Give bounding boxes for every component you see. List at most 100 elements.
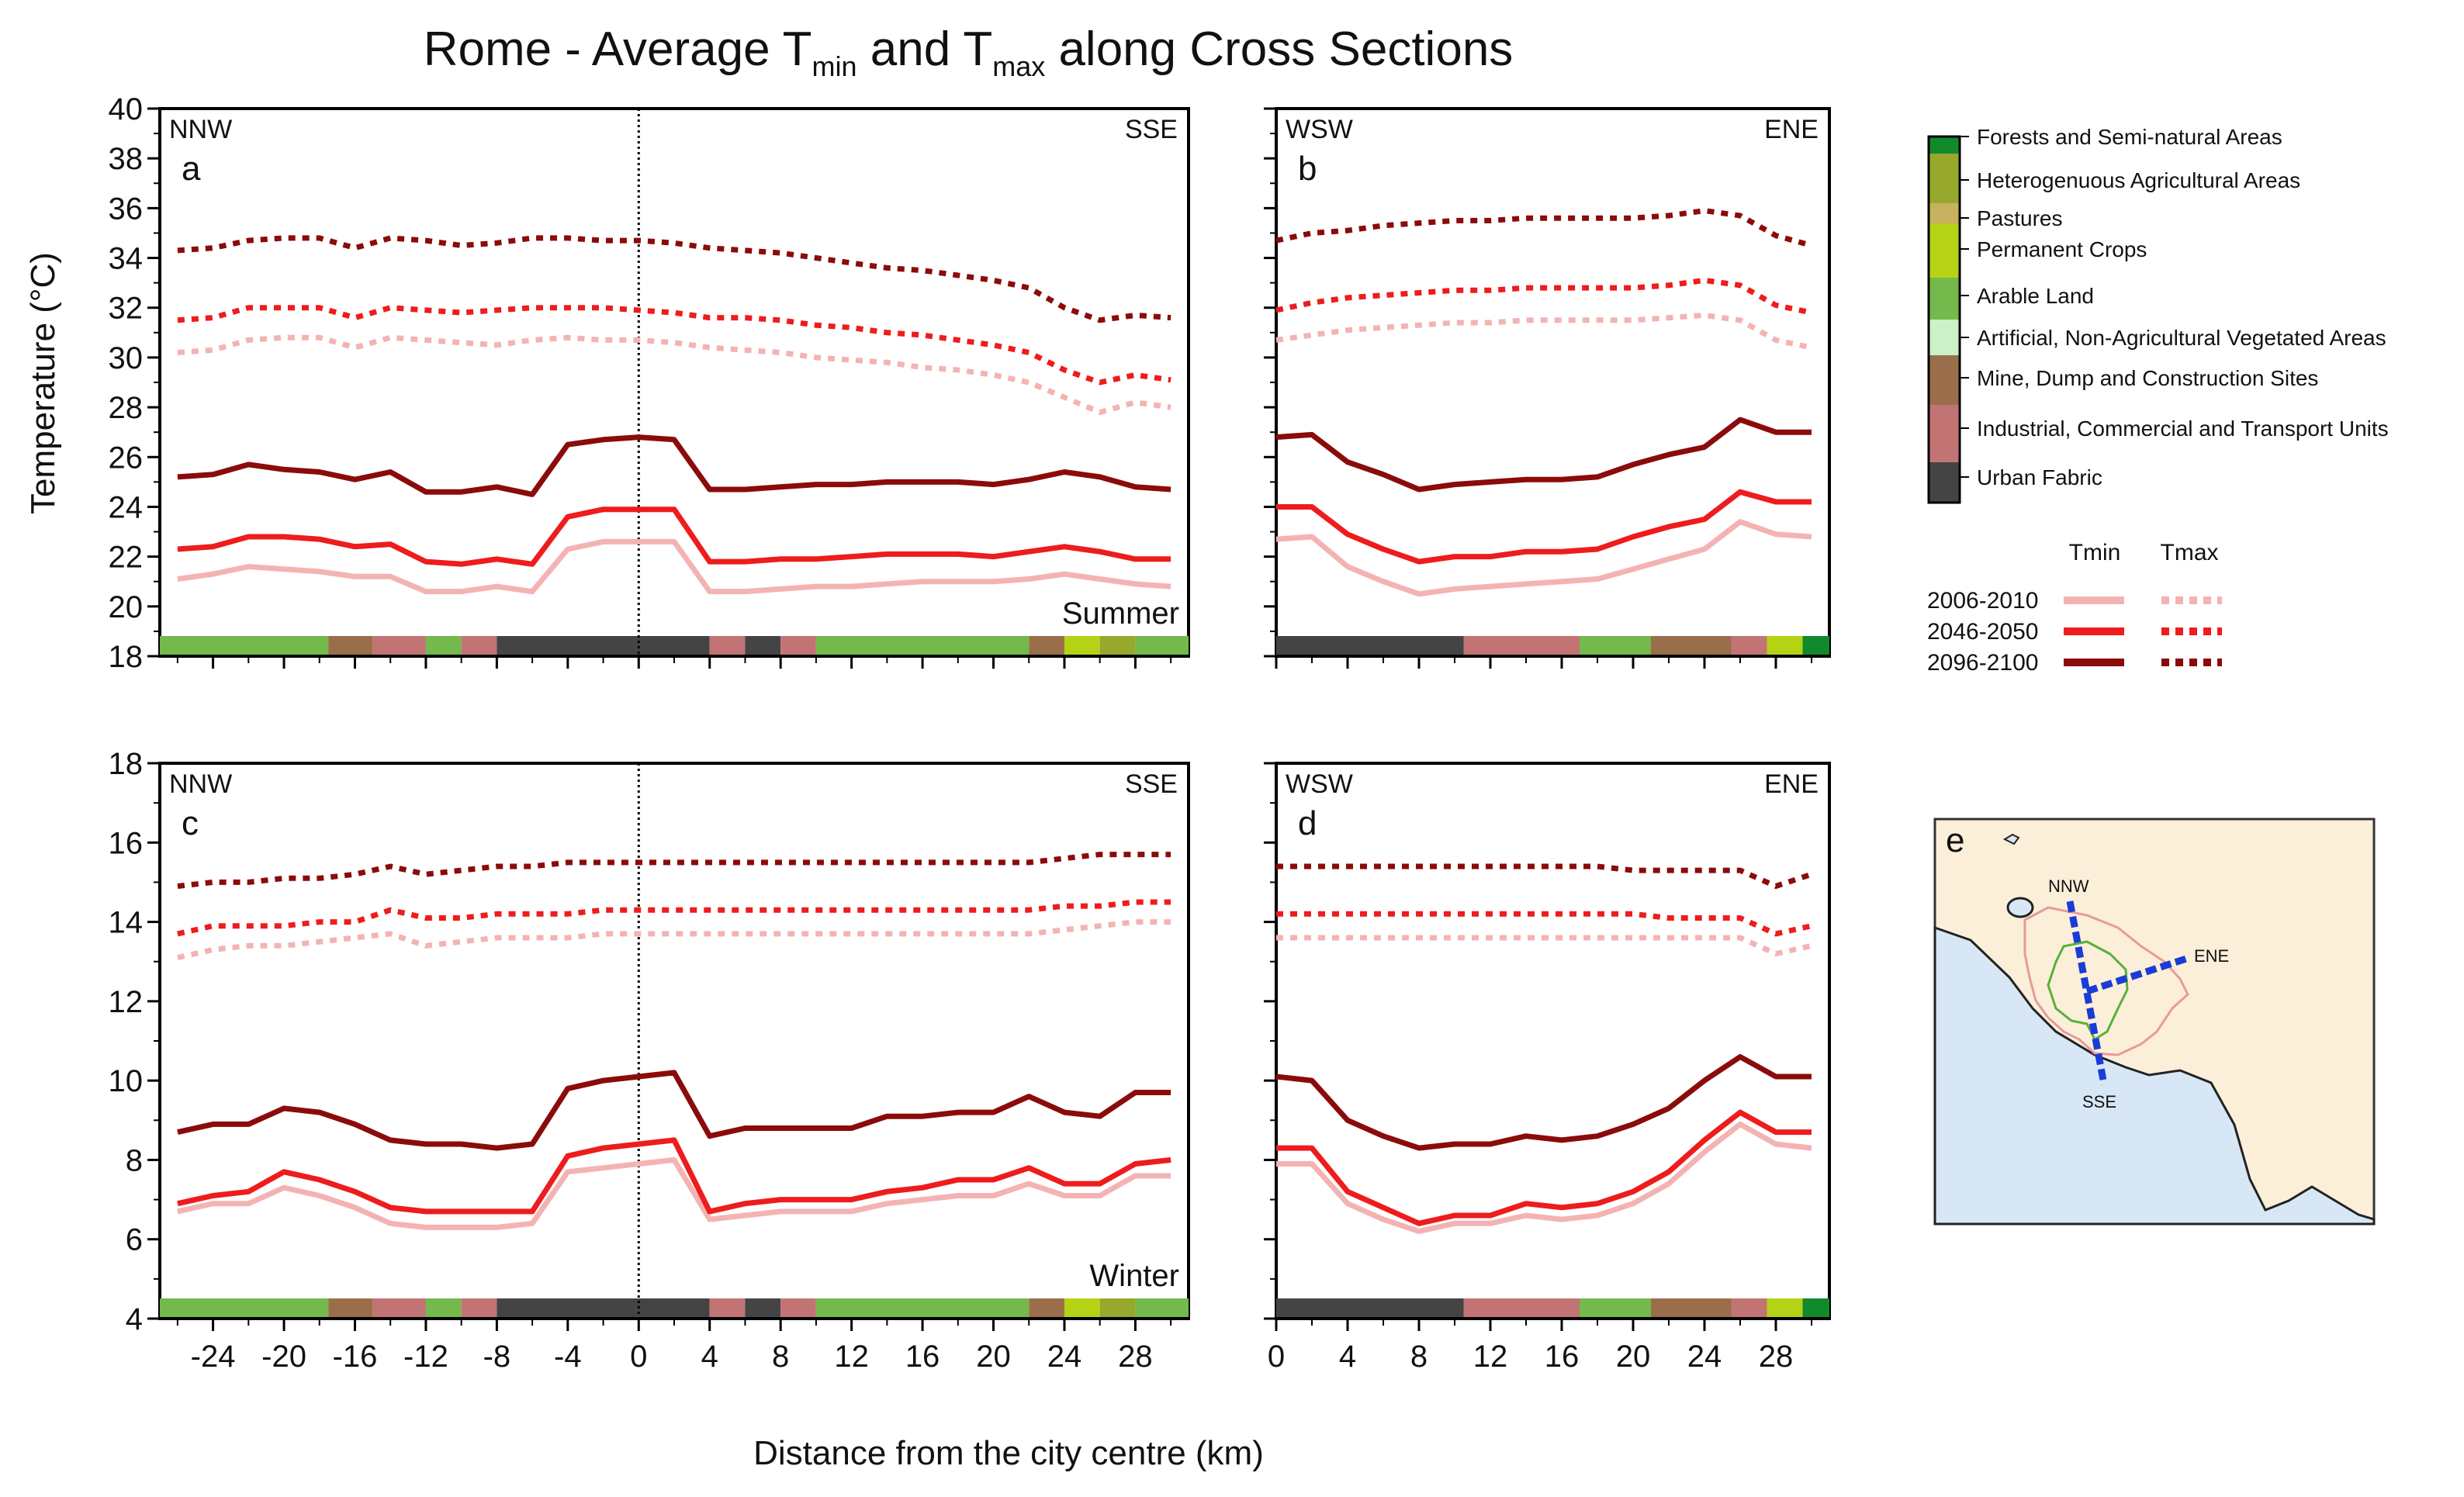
- y-tick-label-c-7: 18: [109, 747, 144, 781]
- x-tick-label-c-0: -24: [191, 1340, 236, 1374]
- landcover-segment-d-4: [1731, 1298, 1767, 1317]
- landcover-label-2: Pastures: [1977, 206, 2063, 230]
- legend-period-1: 2006-2010: [1927, 588, 2038, 614]
- panel-c: 4 6 8 10 12 14 16 18 -24 -20 -16 -12 -8 -4 0 4 8 12 16 20 24…: [109, 747, 1190, 1374]
- x-tick-label-c-9: 12: [834, 1340, 869, 1374]
- legend-period-2: 2046-2050: [1927, 619, 2038, 645]
- landcover-swatch-4: [1929, 278, 1960, 320]
- landcover-segment-a-13: [1135, 636, 1189, 655]
- landcover-swatch-1: [1929, 154, 1960, 203]
- y-tick-label-c-6: 16: [109, 826, 144, 860]
- x-tick-label-c-2: -16: [333, 1340, 378, 1374]
- y-tick-label-c-0: 4: [126, 1302, 143, 1336]
- landcover-segment-a-1: [328, 636, 373, 655]
- x-tick-label-c-6: 0: [630, 1340, 647, 1374]
- legend-col-tmax: Tmax: [2161, 540, 2219, 565]
- x-tick-label-d-0: 0: [1268, 1340, 1285, 1374]
- x-tick-label-d-3: 12: [1473, 1340, 1508, 1374]
- landcover-segment-c-10: [1029, 1298, 1064, 1317]
- landcover-segment-a-2: [372, 636, 426, 655]
- y-tick-label-c-3: 10: [109, 1064, 144, 1098]
- landcover-label-7: Industrial, Commercial and Transport Uni…: [1977, 417, 2389, 441]
- season-label-c: Winter: [1089, 1259, 1179, 1293]
- landcover-segment-c-13: [1135, 1298, 1189, 1317]
- landcover-segment-c-7: [745, 1298, 781, 1317]
- landcover-segment-b-6: [1802, 636, 1829, 655]
- landcover-segment-d-3: [1651, 1298, 1732, 1317]
- landcover-segment-b-1: [1463, 636, 1580, 655]
- direction-left-b: WSW: [1286, 115, 1353, 144]
- y-tick-label-c-1: 6: [126, 1223, 143, 1257]
- panel-b: WSW ENE b: [1264, 107, 1831, 669]
- series-line-d-tmin-2006-2010: [1276, 1121, 1812, 1234]
- series-line-a-tmin-2006-2010: [177, 538, 1171, 595]
- x-tick-label-c-13: 28: [1118, 1340, 1153, 1374]
- map-label-ene: ENE: [2194, 946, 2229, 966]
- landcover-segment-a-0: [160, 636, 329, 655]
- y-tick-label-a-4: 26: [109, 441, 144, 475]
- landcover-segment-c-4: [461, 1298, 497, 1317]
- x-tick-label-c-1: -20: [261, 1340, 306, 1374]
- series-line-b-tmin-2006-2010: [1275, 519, 1812, 597]
- landcover-label-4: Arable Land: [1977, 284, 2094, 308]
- direction-left-a: NNW: [169, 115, 232, 144]
- title-sub-max: max: [992, 50, 1045, 82]
- y-tick-label-a-8: 34: [109, 242, 144, 276]
- landcover-segment-a-5: [497, 636, 710, 655]
- landcover-segment-c-3: [425, 1298, 462, 1317]
- landcover-segment-d-5: [1767, 1298, 1803, 1317]
- landcover-segment-b-2: [1580, 636, 1651, 655]
- map-label-sse: SSE: [2082, 1092, 2116, 1112]
- landcover-segment-d-0: [1276, 1298, 1464, 1317]
- landcover-segment-c-9: [815, 1298, 1030, 1317]
- landcover-swatch-6: [1929, 355, 1960, 405]
- landcover-segment-a-12: [1099, 636, 1136, 655]
- map-lake: [2006, 897, 2034, 918]
- x-axis-label: Distance from the city centre (km): [753, 1434, 1264, 1472]
- series-line-a-tmax-2046-2050: [177, 305, 1171, 385]
- x-tick-label-d-6: 24: [1687, 1340, 1722, 1374]
- series-line-d-tmax-2096-2100: [1276, 863, 1813, 889]
- landcover-segment-d-2: [1580, 1298, 1651, 1317]
- series-line-d-tmax-2046-2050: [1276, 911, 1812, 937]
- plot-frame-a: [158, 107, 1190, 658]
- landcover-segment-a-4: [461, 636, 497, 655]
- series-line-b-tmax-2096-2100: [1275, 208, 1812, 248]
- landcover-segment-b-5: [1767, 636, 1803, 655]
- series-line-d-tmin-2096-2100: [1275, 1054, 1812, 1151]
- landcover-swatch-2: [1929, 203, 1960, 223]
- panel-d: 0 4 8 12 16 20 24 28 WSW ENE d: [1264, 762, 1831, 1374]
- y-tick-label-a-2: 22: [109, 541, 144, 575]
- map-city-boundary: [2023, 906, 2189, 1056]
- title-prefix: Rome - Average T: [424, 22, 812, 76]
- landcover-segment-a-8: [780, 636, 816, 655]
- series-line-c-tmax-2006-2010: [177, 919, 1171, 961]
- direction-right-b: ENE: [1764, 115, 1819, 144]
- panel-letter-d: d: [1298, 804, 1317, 842]
- x-tick-label-c-3: -12: [403, 1340, 448, 1374]
- y-tick-label-c-4: 12: [109, 985, 144, 1019]
- landcover-segment-b-0: [1276, 636, 1464, 655]
- series-line-a-tmax-2006-2010: [177, 334, 1171, 415]
- y-tick-label-c-2: 8: [126, 1143, 143, 1177]
- x-tick-label-c-11: 20: [976, 1340, 1011, 1374]
- map-panel-e: e NNW ENE SSE: [1933, 818, 2376, 1226]
- panel-letter-c: c: [182, 804, 199, 842]
- landcover-swatch-3: [1929, 223, 1960, 278]
- x-tick-label-d-7: 28: [1759, 1340, 1794, 1374]
- panel-letter-b: b: [1298, 150, 1317, 188]
- landcover-swatch-8: [1929, 462, 1960, 503]
- season-label-a: Summer: [1062, 596, 1179, 631]
- x-tick-label-d-2: 8: [1410, 1340, 1428, 1374]
- y-tick-label-a-10: 38: [109, 142, 144, 176]
- map-urban-outline: [2047, 940, 2129, 1042]
- landcover-segment-c-12: [1099, 1298, 1136, 1317]
- direction-left-d: WSW: [1286, 769, 1353, 799]
- series-line-a-tmin-2046-2050: [177, 506, 1171, 567]
- x-tick-label-d-5: 20: [1616, 1340, 1651, 1374]
- panel-a: 18 20 22 24 26 28 30 32 34 36 38 40 NNW SSE a Summer: [109, 92, 1190, 674]
- landcover-label-3: Permanent Crops: [1977, 237, 2147, 261]
- landcover-segment-c-0: [160, 1298, 329, 1317]
- series-line-b-tmax-2006-2010: [1275, 312, 1812, 351]
